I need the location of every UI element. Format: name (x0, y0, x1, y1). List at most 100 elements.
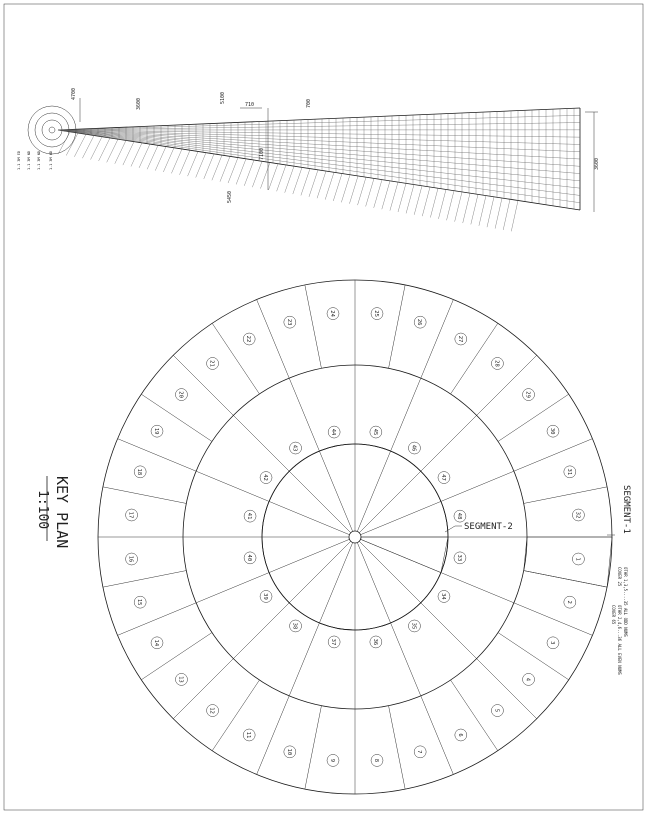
mesh-dim-1: 4700 (71, 88, 77, 100)
outer-radial (257, 696, 290, 775)
outer-radial (173, 355, 233, 415)
panel-number-inner: 41 (246, 513, 252, 520)
outer-radial (103, 571, 186, 588)
panel-number-outer: 8 (373, 759, 379, 762)
segment-2-label: SEGMENT-2 (464, 522, 513, 532)
panel-number-outer: 18 (136, 469, 142, 476)
panel-number-outer: 30 (549, 428, 555, 435)
outer-radial (257, 300, 290, 379)
outer-radial (389, 706, 406, 789)
panel-number-outer: 13 (177, 676, 183, 683)
hub-center (49, 127, 55, 133)
panel-number-outer: 31 (566, 469, 572, 476)
panel-number-outer: 17 (128, 512, 134, 519)
inner-radial (357, 543, 421, 696)
outer-radial (477, 355, 537, 415)
outer-radial (514, 439, 593, 472)
outer-radial (524, 487, 607, 504)
mesh-dim-3: 3600 (136, 98, 142, 110)
panel-number-outer: 1 (574, 557, 580, 560)
panel-number-inner: 45 (372, 429, 378, 436)
panel-number-inner: 42 (262, 474, 268, 481)
outer-radial (103, 487, 186, 504)
outer-radial (514, 603, 593, 636)
panel-number-outer: 22 (245, 336, 251, 343)
outer-radial (118, 603, 197, 636)
segment-1-label: SEGMENT-1 (621, 485, 631, 534)
panel-number-outer: 32 (574, 512, 580, 519)
panel-number-inner: 39 (262, 593, 268, 600)
mesh-dim-2: 710 (245, 102, 254, 108)
panel-number-outer: 19 (153, 428, 159, 435)
inner-radial (196, 471, 349, 535)
panel-number-outer: 28 (493, 360, 499, 367)
note-odd-nums: OTHR 1,3,5....35 ALL ODD NUMS (623, 567, 628, 637)
mesh-edge-bottom (58, 130, 580, 210)
panel-number-outer: 14 (153, 640, 159, 647)
mesh-dim-8: 5450 (227, 191, 233, 203)
hub-note-2: 1-1 3M ND (27, 151, 31, 170)
panel-number-outer: 9 (329, 759, 335, 762)
outer-radial (421, 696, 454, 775)
panel-number-outer: 5 (493, 709, 499, 712)
panel-number-outer: 2 (566, 601, 572, 604)
panel-number-outer: 27 (457, 336, 463, 343)
panel-number-outer: 15 (136, 599, 142, 606)
outer-radial (389, 285, 406, 368)
center-hub (349, 531, 361, 543)
panel-number-outer: 7 (416, 750, 422, 753)
panel-number-inner: 40 (246, 555, 252, 562)
panel-number-outer: 25 (373, 310, 379, 317)
panel-number-outer: 24 (329, 310, 335, 317)
note-even-nums: OTHR 2,4,6...36 ALL EVEN NUMS (617, 605, 622, 675)
panel-number-outer: 6 (457, 733, 463, 736)
mesh-dim-4: 5100 (220, 92, 226, 104)
plan-scale: 1:100 (35, 490, 50, 529)
note-cover-25: COVER 25 (617, 567, 622, 587)
outer-radial (305, 706, 322, 789)
panel-number-outer: 10 (286, 749, 292, 756)
inner-radial (289, 378, 353, 531)
outer-radial (173, 659, 233, 719)
inner-radial (357, 378, 421, 531)
panel-number-outer: 12 (209, 707, 215, 714)
outer-radial (421, 300, 454, 379)
panel-number-outer: 11 (245, 732, 251, 739)
inner-radial (361, 539, 514, 603)
segment-2-hatch (361, 537, 449, 573)
panel-number-inner: 33 (456, 555, 462, 562)
mesh-dim-6: 7100 (259, 148, 265, 160)
panel-number-outer: 4 (525, 678, 531, 682)
outer-radial (524, 571, 607, 588)
hub-note-3: 1-1 3M ND (37, 151, 41, 170)
outer-radial (477, 659, 537, 719)
panel-number-outer: 21 (209, 360, 215, 367)
panel-number-inner: 37 (330, 639, 336, 646)
inner-radial (289, 543, 353, 696)
panel-number-inner: 43 (292, 445, 298, 452)
segment-mesh-detail: 4700 710 3600 5100 700 7100 3600 5450 1-… (17, 88, 600, 231)
outer-radial (118, 439, 197, 472)
mesh-edge-top (58, 108, 580, 130)
sheet-border (4, 4, 643, 810)
panel-number-inner: 48 (456, 513, 462, 520)
inner-radial (196, 539, 349, 603)
panel-number-outer: 23 (286, 319, 292, 326)
hub-note-1: 1-1 3M ED (17, 151, 21, 170)
panel-number-inner: 46 (410, 445, 416, 452)
panel-number-outer: 29 (525, 391, 531, 398)
panel-number-outer: 26 (416, 319, 422, 326)
panel-number-inner: 44 (330, 429, 336, 436)
panel-number-inner: 38 (292, 623, 298, 630)
panel-number-outer: 20 (177, 391, 183, 398)
mesh-dim-7: 3600 (594, 158, 600, 170)
panel-number-inner: 47 (440, 474, 446, 481)
outer-radial (305, 285, 322, 368)
panel-number-inner: 35 (410, 623, 416, 630)
panel-number-inner: 34 (440, 593, 446, 600)
segment-2-leader (445, 526, 455, 532)
note-cover-65: COVER 65 (611, 605, 616, 625)
